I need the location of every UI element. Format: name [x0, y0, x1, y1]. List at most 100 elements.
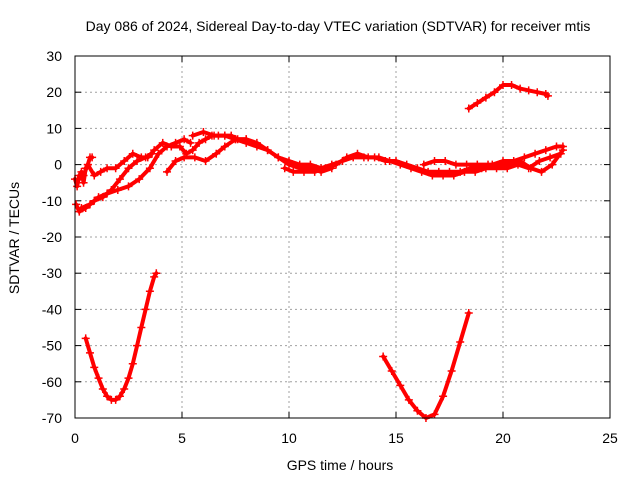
series-sat-k [379, 309, 473, 422]
y-tick-label: 0 [54, 157, 62, 173]
y-tick-label: -50 [42, 338, 62, 354]
data-point [464, 104, 473, 113]
data-point [83, 160, 92, 169]
data-point [541, 146, 550, 155]
data-point [481, 93, 490, 102]
x-tick-label: 0 [71, 430, 79, 446]
data-point [473, 99, 482, 108]
data-point [96, 167, 105, 176]
series-sat-i [464, 80, 552, 113]
data-point [404, 395, 413, 404]
series-sat-j [81, 269, 161, 404]
data-point [137, 323, 146, 332]
data-point [135, 175, 144, 184]
data-point [441, 156, 450, 165]
data-point [430, 410, 439, 419]
data-point [379, 352, 388, 361]
data-point [490, 88, 499, 97]
data-point [231, 135, 240, 144]
data-point [285, 156, 293, 165]
data-point [280, 164, 289, 173]
y-tick-label: -40 [42, 301, 62, 317]
data-point [439, 392, 448, 401]
data-point [263, 146, 272, 155]
data-point [201, 135, 210, 144]
y-tick-label: -20 [42, 229, 62, 245]
data-point [464, 309, 473, 318]
y-tick-label: 20 [46, 84, 62, 100]
data-point [516, 156, 525, 165]
data-point [188, 131, 197, 140]
x-tick-label: 25 [602, 430, 618, 446]
data-point [396, 381, 405, 390]
x-tick-label: 15 [388, 430, 404, 446]
data-point [90, 363, 99, 372]
data-point [111, 164, 120, 173]
data-point [85, 348, 94, 357]
y-tick-label: -60 [42, 374, 62, 390]
data-point [85, 200, 94, 209]
data-point [115, 392, 124, 401]
data-point [364, 153, 373, 162]
data-point [133, 156, 142, 165]
series-track [466, 83, 550, 111]
data-point [385, 156, 394, 165]
data-point [548, 160, 557, 169]
data-point [295, 160, 304, 169]
data-point [451, 160, 460, 169]
data-point [543, 91, 552, 100]
data-point [210, 131, 219, 140]
data-point [167, 142, 176, 151]
data-point [190, 153, 199, 162]
data-point [546, 153, 555, 162]
data-point [72, 200, 81, 209]
data-point [417, 167, 426, 176]
data-point [507, 80, 516, 89]
series-sat-d [75, 131, 251, 184]
y-tick-label: -70 [42, 410, 62, 426]
data-point [81, 334, 90, 343]
data-point [141, 305, 150, 314]
data-point [460, 167, 469, 176]
data-point [199, 128, 208, 137]
data-point [524, 86, 533, 95]
data-point [449, 171, 458, 180]
data-point [180, 153, 189, 162]
data-point [430, 156, 439, 165]
data-point [145, 164, 154, 173]
data-point [180, 135, 189, 144]
data-point [186, 138, 195, 147]
data-point [447, 366, 456, 375]
data-point [113, 185, 122, 194]
data-point [124, 182, 133, 191]
data-point [77, 204, 86, 213]
data-point [387, 366, 396, 375]
data-point [505, 160, 514, 169]
data-point [342, 153, 351, 162]
x-tick-label: 10 [281, 430, 297, 446]
data-point [462, 160, 471, 169]
data-point [88, 153, 97, 162]
data-point [252, 142, 261, 151]
data-point [321, 164, 330, 173]
y-tick-label: 30 [46, 48, 62, 64]
series-sat-h [419, 146, 567, 176]
data-point [128, 359, 137, 368]
data-point [111, 395, 120, 404]
data-point [332, 160, 341, 169]
data-point [289, 167, 298, 176]
data-point [220, 142, 229, 151]
data-point [73, 182, 82, 191]
plot-frame [74, 55, 611, 419]
x-tick-label: 20 [495, 430, 511, 446]
data-point [526, 164, 535, 173]
data-point [310, 167, 319, 176]
data-point [188, 146, 197, 155]
data-point [120, 156, 129, 165]
data-point [396, 160, 405, 169]
x-axis-label: GPS time / hours [287, 457, 394, 473]
data-point [75, 175, 84, 184]
data-point [413, 406, 422, 415]
data-point [124, 164, 133, 173]
